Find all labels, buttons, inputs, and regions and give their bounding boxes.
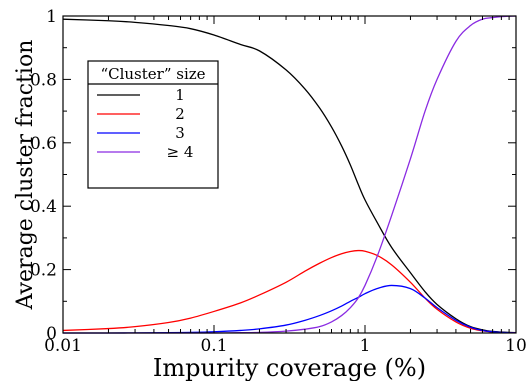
tick-labels: 0 0.2 0.4 0.6 0.8 1 0.01 0.1 1 10 xyxy=(30,7,527,356)
legend-label-1: 1 xyxy=(175,86,185,104)
legend-entries: 123≥ 4 xyxy=(97,86,193,161)
legend-label-3: 3 xyxy=(175,124,185,142)
axis-ticks xyxy=(62,15,517,334)
series-line-3 xyxy=(62,284,517,334)
x-axis-label: Impurity coverage (%) xyxy=(153,354,426,381)
y-axis-label: Average cluster fraction xyxy=(13,40,38,311)
legend-label-2: 2 xyxy=(175,105,185,123)
series-line-1 xyxy=(62,18,517,334)
y-tick-label: 0.8 xyxy=(30,70,57,90)
x-tick-label: 0.01 xyxy=(44,336,82,356)
y-tick-label: 0 xyxy=(46,324,57,344)
x-tick-label: 0.1 xyxy=(200,336,227,356)
y-tick-label: 0.4 xyxy=(30,197,57,217)
legend-label-4: ≥ 4 xyxy=(167,143,194,161)
y-tick-label: 1 xyxy=(46,7,57,27)
x-tick-label: 10 xyxy=(505,336,527,356)
legend: “Cluster” size 123≥ 4 xyxy=(87,60,219,189)
series-line-2 xyxy=(62,249,517,334)
legend-title: “Cluster” size xyxy=(100,65,205,83)
y-tick-label: 0.2 xyxy=(30,261,57,281)
legend-box xyxy=(87,60,219,189)
x-tick-label: 1 xyxy=(360,336,371,356)
y-tick-label: 0.6 xyxy=(30,134,57,154)
